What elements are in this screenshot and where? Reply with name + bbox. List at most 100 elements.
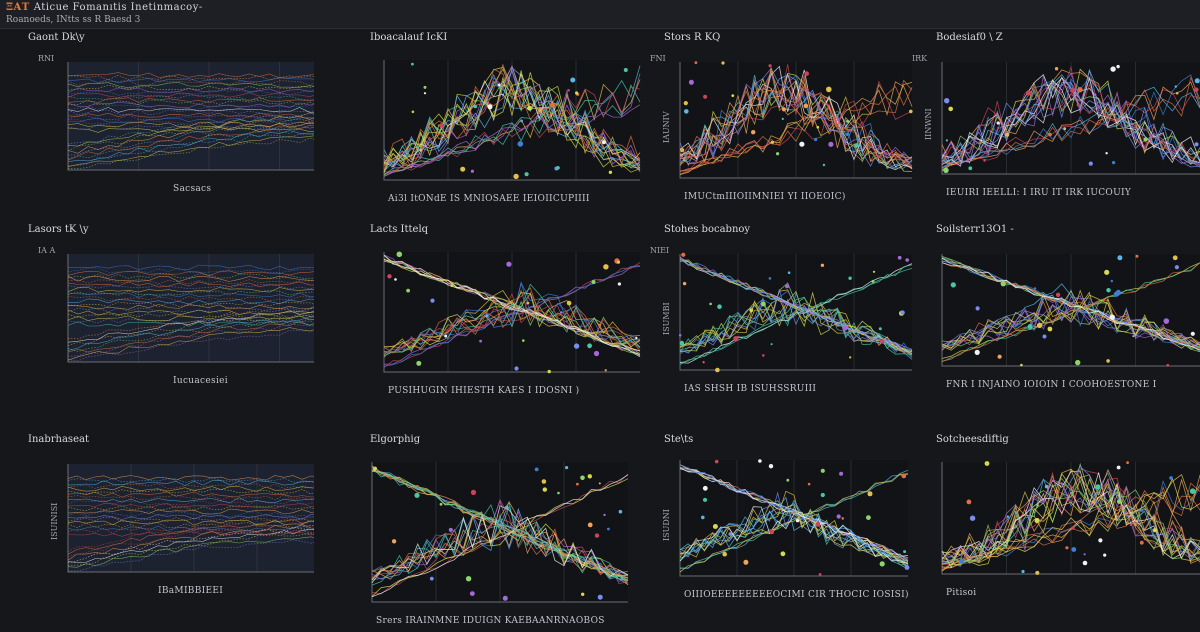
data-point [581,592,585,596]
series-line [679,491,909,567]
series-line [679,67,913,168]
series-line [371,505,629,584]
data-point [854,143,859,148]
chart-svg [941,62,1200,175]
data-point [1129,523,1133,526]
data-point [826,86,832,93]
series-line [67,514,314,520]
x-axis-label: PUSIHUGIN IHIESTH KAES I IDOSNI ) [388,386,580,396]
series-line [941,477,1200,572]
series-line [67,137,314,169]
series-line [67,491,314,498]
data-point [1065,546,1069,550]
data-point [822,163,826,167]
series-line [67,77,314,84]
series-line [383,287,641,353]
data-point [469,591,475,596]
x-axis-label: Pitisoi [946,588,977,598]
plot-area [68,62,314,170]
data-point [598,482,601,485]
chart-panel: Lasors tK \y IA A Iucuacesiei [14,222,314,422]
data-point [411,110,415,114]
data-point [776,152,780,156]
data-point [587,343,592,349]
series-line [67,329,314,362]
data-point [423,85,427,89]
series-line [67,292,314,298]
series-line [679,67,913,170]
data-point [1166,363,1170,367]
series-line [68,532,314,566]
series-line [679,473,909,569]
chart-panel: Elgorphig Srers IRAINMNE IDUIGN KAEBAANRN… [360,432,660,632]
data-point [968,166,973,171]
data-point [542,487,547,492]
data-point [842,325,848,331]
series-line [941,474,1200,572]
data-point [945,139,948,142]
series-line [67,485,314,492]
data-point [473,104,478,109]
data-point [460,166,466,172]
data-point [828,141,834,147]
data-point [1103,553,1107,557]
data-point [1110,66,1116,72]
data-point [1109,314,1115,320]
x-axis-label: FNR I INJAINO IOIOIN I COOHOESTONE I [946,380,1157,390]
chart-title: Iboacalauf IcKI [370,32,448,43]
data-point [877,155,881,159]
data-point [818,573,822,576]
series-line [67,318,314,324]
data-point [680,148,685,153]
data-point [1135,254,1139,258]
data-point [1163,318,1170,324]
series-line [67,126,314,133]
chart-title: Stohes bocabnoy [664,224,751,235]
chart-panel: Inabrhaseat ISUINISI IBaMIBBIEEI [14,432,314,632]
series-line [67,307,314,340]
data-point [1021,569,1025,574]
data-point [943,167,949,173]
series-line [67,316,314,351]
data-point [872,270,876,273]
data-point [749,308,754,313]
data-point [1174,85,1177,88]
series-line [67,525,314,532]
series-line [67,320,314,353]
data-point [604,369,607,372]
data-point [1110,279,1113,283]
series-line [68,298,314,305]
data-point [603,264,609,270]
data-point [762,354,765,357]
series-line [941,262,1200,362]
series-line [67,99,314,106]
data-point [975,306,980,311]
data-point [406,288,410,293]
series-line [371,478,629,597]
data-point [439,123,444,128]
data-point [497,83,501,87]
data-point [733,336,739,342]
series-line [67,275,314,282]
data-point [683,101,688,106]
series-line [941,479,1200,561]
data-point [565,466,569,470]
series-line [679,298,913,360]
data-point [1098,538,1103,543]
data-point [601,140,606,145]
series-line [941,465,1200,563]
data-point [1075,359,1081,366]
data-point [786,478,790,482]
series-line [941,74,1200,164]
series-line [941,85,1200,166]
data-point [1169,476,1173,480]
series-line [383,73,641,177]
axes [67,62,314,171]
series-line [67,87,314,94]
data-point [539,544,543,548]
data-point [416,360,422,366]
series-line [67,74,314,81]
data-point [1175,91,1179,95]
axes [371,462,628,603]
data-point [617,282,621,286]
